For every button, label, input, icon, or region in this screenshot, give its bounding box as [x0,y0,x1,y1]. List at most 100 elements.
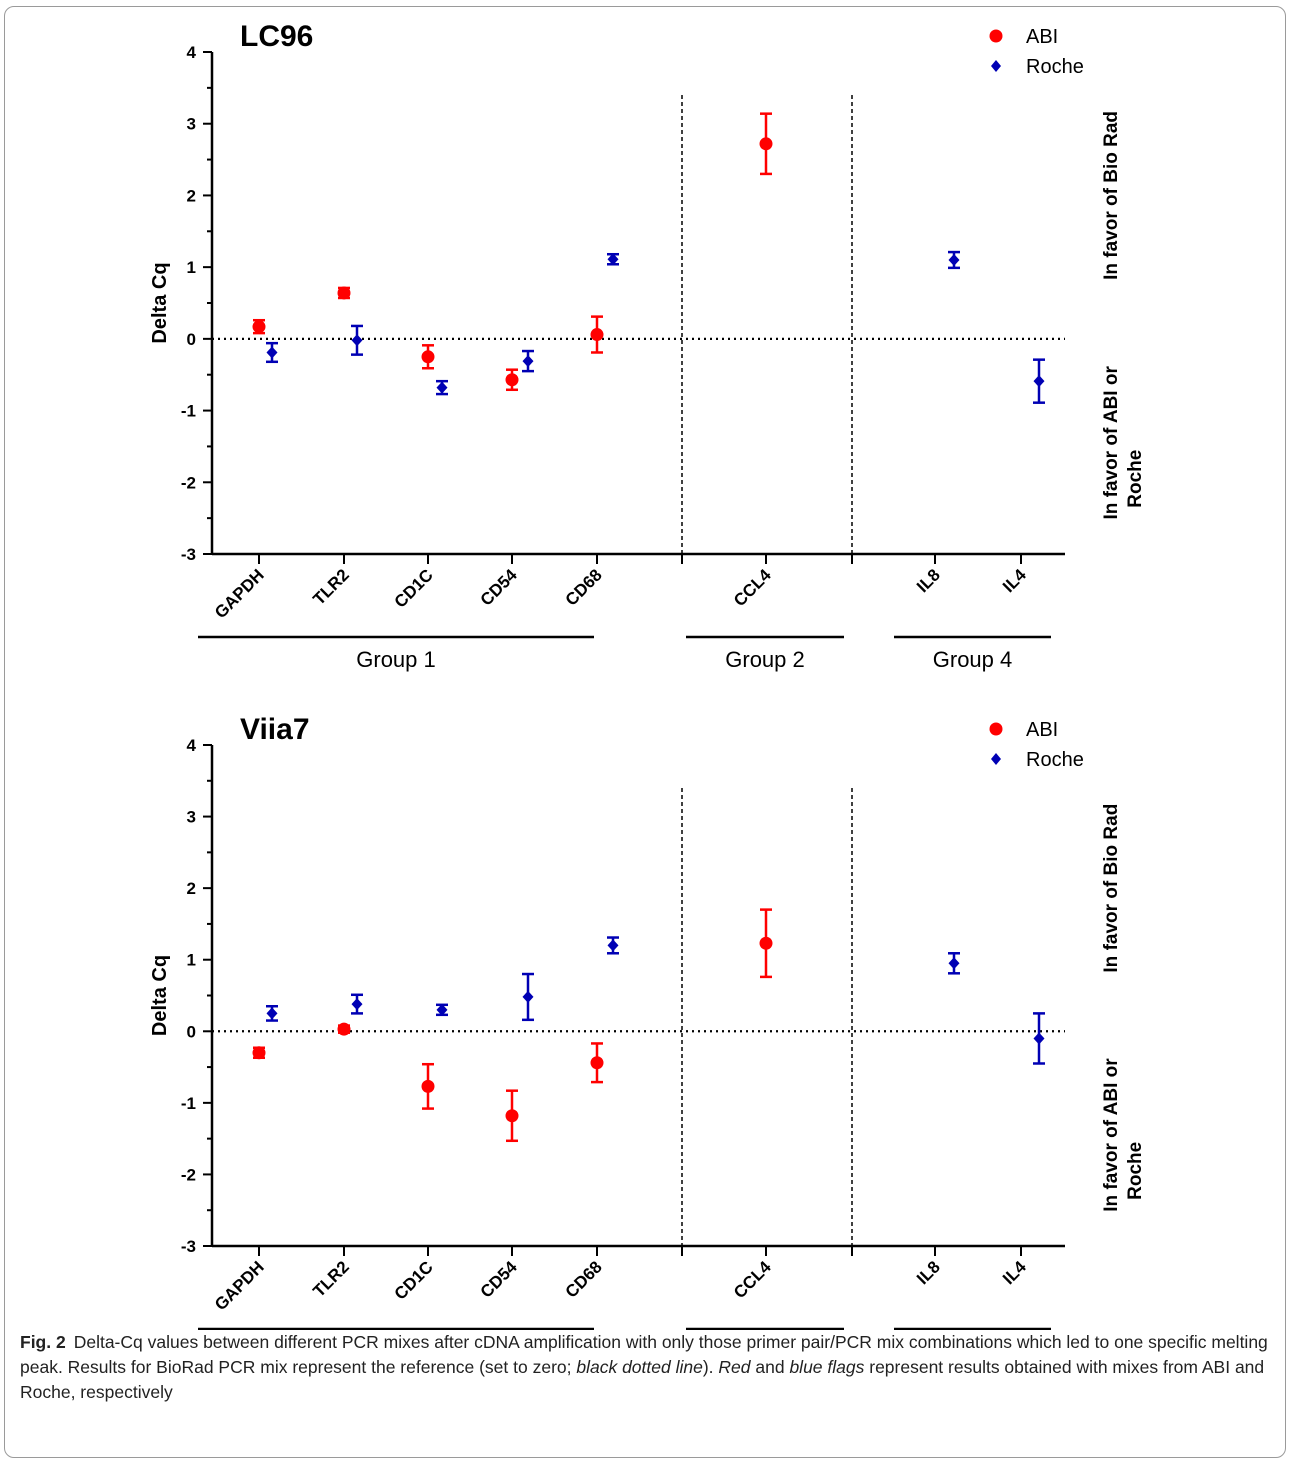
group-label: Group 1 [356,647,436,672]
caption-label: Fig. 2 [20,1332,66,1352]
legend-label: ABI [1026,719,1058,741]
data-point-roche [351,993,363,1015]
y-tick-label: 4 [187,43,197,62]
marker-diamond [1033,1032,1045,1045]
data-point-roche [266,1004,278,1022]
x-tick-label: TLR2 [309,1257,352,1300]
data-point-roche [607,252,619,266]
data-point-abi [252,318,266,335]
x-tick-label: IL8 [913,1257,944,1288]
x-tick-label: IL4 [999,565,1030,596]
marker-diamond [607,939,619,952]
data-point-roche [522,972,534,1022]
data-point-abi [505,1089,519,1143]
panel-title: Viia7 [240,713,310,746]
marker-circle [252,320,266,334]
data-point-abi [337,1022,351,1036]
marker-diamond [948,957,960,970]
legend-marker-diamond [991,753,1001,765]
y-tick-label: -3 [181,1237,196,1256]
marker-diamond [436,1003,448,1016]
y-axis-title: Delta Cq [149,955,171,1036]
y-tick-label: 0 [187,330,196,349]
data-point-roche [351,324,363,356]
legend-label: Roche [1026,749,1084,771]
x-tick-label: GAPDH [211,565,268,622]
side-label-lower: In favor of ABI or [1101,1058,1122,1212]
y-tick-label: -3 [181,545,196,564]
caption-text-3: and [750,1357,790,1377]
caption-italic-2: Red [718,1357,751,1377]
marker-circle [421,350,435,364]
data-point-abi [421,344,435,370]
y-tick-label: 4 [187,736,197,755]
data-point-roche [948,250,960,270]
data-point-abi [759,112,773,176]
y-tick-label: 1 [187,951,196,970]
data-point-roche [607,936,619,955]
marker-circle [337,1022,351,1036]
legend-label: Roche [1026,56,1084,78]
legend: ABI Roche [989,26,1084,78]
data-point-abi [421,1062,435,1110]
marker-diamond [266,346,278,359]
data-point-abi [337,286,351,300]
data-point-abi [590,1042,604,1084]
marker-circle [759,936,773,950]
figure-frame [4,6,1286,1458]
data-point-roche [948,952,960,975]
x-tick-label: CCL4 [730,1257,775,1302]
x-tick-label: CD68 [562,565,606,609]
y-tick-label: 2 [187,879,196,898]
marker-diamond [607,253,619,266]
marker-diamond [436,381,448,394]
data-point-roche [436,379,448,396]
marker-diamond [351,998,363,1011]
marker-circle [590,328,604,342]
legend-marker-diamond [991,60,1001,72]
x-tick-label: TLR2 [309,565,352,608]
legend: ABI Roche [989,719,1084,771]
data-point-roche [522,349,534,373]
group-label: Group 2 [725,647,805,672]
x-tick-label: CD54 [477,1257,522,1302]
data-point-roche [436,1003,448,1017]
figure: LC96 -3 -2 -1 0 1 2 3 4 Delta Cq GAPDH TLR2 CD1C CD54… [149,20,1146,1330]
group-label: Group 4 [933,647,1013,672]
marker-diamond [948,253,960,266]
marker-circle [759,137,773,151]
x-tick-label: IL8 [913,565,944,596]
side-label-upper: In favor of Bio Rad [1101,111,1122,280]
x-tick-label: CD68 [562,1257,606,1301]
marker-diamond [1033,375,1045,388]
data-point-abi [759,908,773,979]
marker-circle [337,286,351,300]
y-tick-label: 3 [187,115,196,134]
y-tick-label: 0 [187,1022,196,1041]
x-tick-label: CD54 [477,565,522,610]
data-point-roche [1033,358,1045,404]
panel-title: LC96 [240,20,313,53]
caption-italic-1: black dotted line [576,1357,703,1377]
marker-circle [590,1056,604,1070]
legend-marker-circle [989,29,1003,43]
data-point-roche [1033,1012,1045,1065]
y-tick-label: -2 [181,1165,196,1184]
marker-diamond [351,334,363,347]
caption-italic-3: blue flags [789,1357,865,1377]
marker-circle [421,1079,435,1093]
x-tick-label: GAPDH [211,1257,268,1314]
y-axis-title: Delta Cq [149,262,171,343]
marker-circle [505,373,519,387]
marker-circle [505,1109,519,1123]
chart-panel-lc96: LC96 -3 -2 -1 0 1 2 3 4 Delta Cq GAPDH TLR2 CD1C CD54… [149,20,1146,672]
y-tick-label: 3 [187,808,196,827]
caption-text-1: Delta-Cq values between different PCR mi… [20,1332,1268,1377]
legend-marker-circle [989,722,1003,736]
side-label-lower: Roche [1125,450,1146,508]
x-tick-label: CD1C [391,1257,437,1303]
figure-caption: Fig. 2 Delta-Cq values between different … [20,1330,1270,1405]
y-tick-label: -1 [181,1094,196,1113]
data-point-abi [590,315,604,354]
marker-diamond [522,990,534,1003]
